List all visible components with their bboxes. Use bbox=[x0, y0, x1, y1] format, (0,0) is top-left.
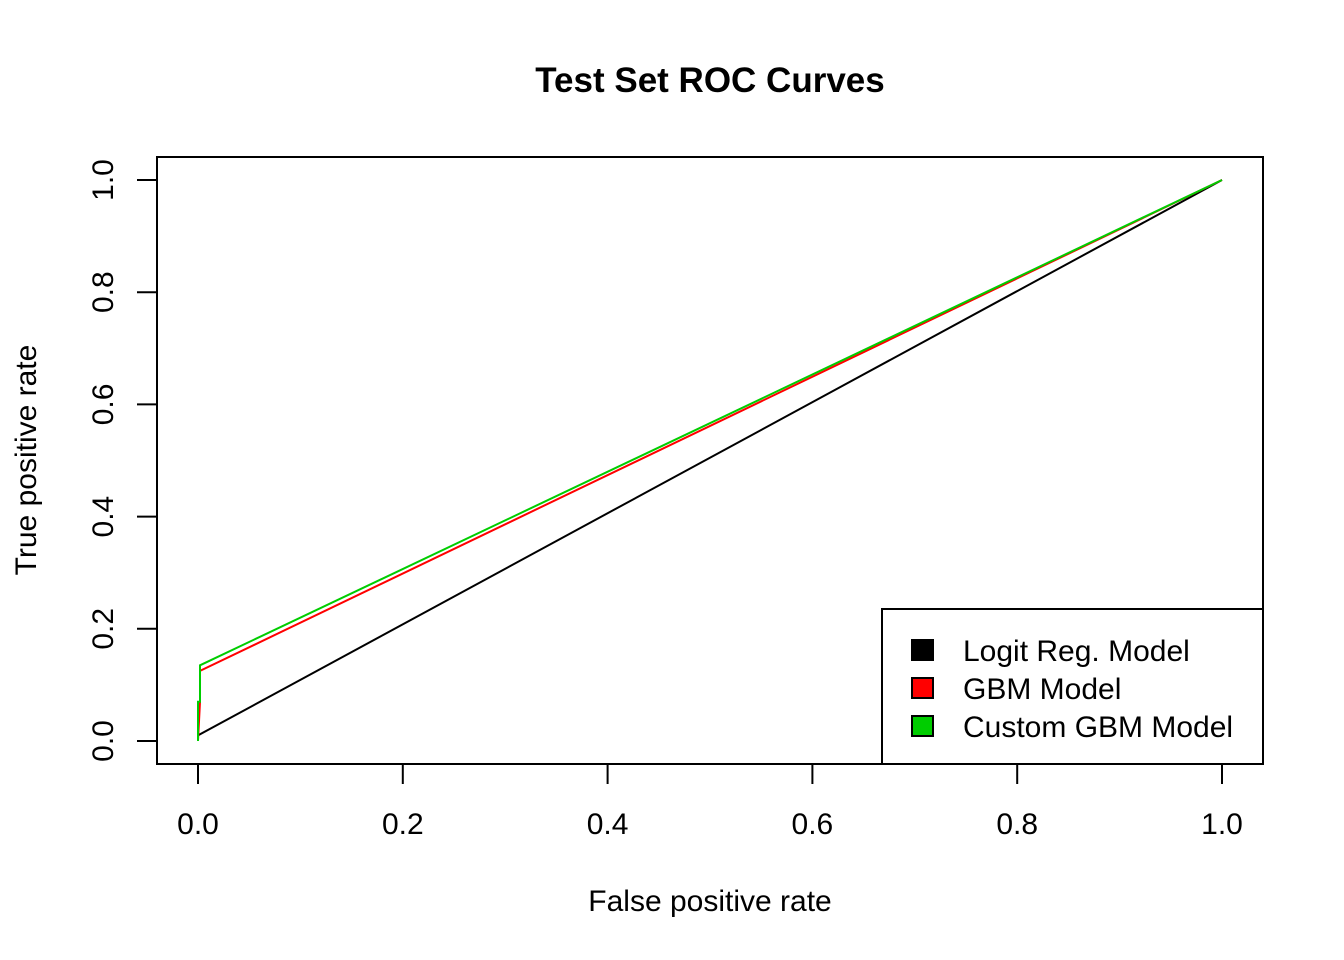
legend-box bbox=[881, 608, 1264, 765]
y-tick-label-4: 0.8 bbox=[87, 271, 120, 313]
x-axis-label: False positive rate bbox=[588, 885, 831, 918]
legend: Logit Reg. Model GBM Model Custom GBM Mode… bbox=[881, 608, 1264, 765]
y-tick-label-3: 0.6 bbox=[87, 384, 120, 426]
y-tick-label-2: 0.4 bbox=[87, 496, 120, 538]
x-tick-label-0: 0.0 bbox=[177, 808, 219, 841]
legend-swatch-0 bbox=[911, 639, 934, 661]
y-axis-label: True positive rate bbox=[10, 345, 43, 576]
x-tick-label-4: 0.8 bbox=[996, 808, 1038, 841]
y-tick-label-1: 0.2 bbox=[87, 608, 120, 650]
plot-frame bbox=[156, 156, 1264, 765]
legend-label-0: Logit Reg. Model bbox=[963, 635, 1190, 668]
legend-swatch-1 bbox=[911, 677, 934, 699]
x-tick-label-5: 1.0 bbox=[1201, 808, 1243, 841]
series-line-2 bbox=[197, 179, 1223, 741]
legend-label-1: GBM Model bbox=[963, 673, 1121, 706]
x-tick-label-2: 0.4 bbox=[587, 808, 629, 841]
x-tick-label-1: 0.2 bbox=[382, 808, 424, 841]
x-axis: 0.0 0.2 0.4 0.6 0.8 1.0 bbox=[177, 764, 1243, 841]
y-tick-label-0: 0.0 bbox=[87, 720, 120, 762]
legend-label-2: Custom GBM Model bbox=[963, 711, 1233, 744]
x-tick-label-3: 0.6 bbox=[792, 808, 834, 841]
chart-title: Test Set ROC Curves bbox=[535, 61, 884, 100]
legend-swatch-2 bbox=[911, 715, 934, 737]
y-axis: 0.0 0.2 0.4 0.6 0.8 1.0 bbox=[87, 159, 157, 762]
series-lines bbox=[197, 179, 1223, 742]
y-tick-label-5: 1.0 bbox=[87, 159, 120, 201]
